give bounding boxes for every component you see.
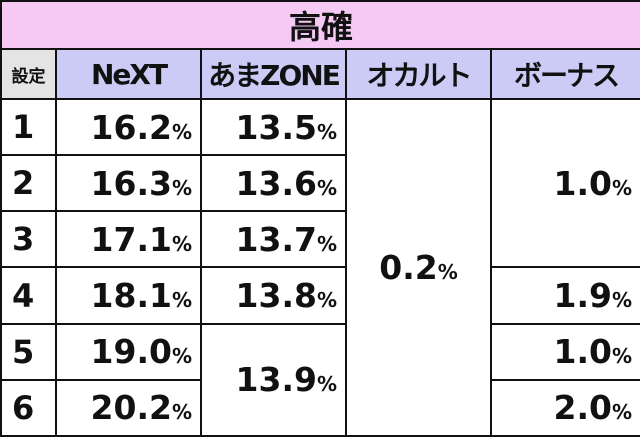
setting: 2 — [0, 154, 57, 213]
cell: 18.1% — [55, 266, 202, 325]
unit: % — [171, 344, 192, 369]
table-title: 高確 — [0, 0, 640, 50]
unit: % — [316, 288, 337, 313]
setting: 3 — [0, 210, 57, 269]
unit: % — [316, 372, 337, 397]
value: 13.5 — [235, 107, 317, 147]
cell: 13.5% — [200, 97, 347, 157]
header-cell: オカルト — [345, 48, 492, 100]
unit: % — [611, 288, 632, 313]
unit: % — [437, 260, 458, 284]
cell: 13.9% — [200, 322, 347, 437]
unit: % — [611, 344, 632, 369]
unit: % — [171, 175, 192, 200]
value: 0.2 — [379, 248, 438, 287]
cell: 16.2% — [55, 97, 202, 157]
value: 16.3 — [90, 163, 172, 203]
unit: % — [171, 288, 192, 313]
value: 13.9 — [235, 360, 317, 400]
unit: % — [171, 119, 192, 144]
unit: % — [611, 175, 632, 200]
cell: 17.1% — [55, 210, 202, 269]
cell: 20.2% — [55, 378, 202, 437]
unit: % — [171, 231, 192, 256]
header-cell: あまZONE — [200, 48, 347, 100]
unit: % — [611, 400, 632, 425]
value: 16.2 — [90, 107, 172, 147]
unit: % — [316, 175, 337, 200]
setting: 4 — [0, 266, 57, 325]
cell: 1.9% — [490, 266, 640, 325]
cell: 13.6% — [200, 154, 347, 213]
value: 2.0 — [553, 388, 612, 428]
value: 1.9 — [553, 276, 612, 316]
cell: 13.8% — [200, 266, 347, 325]
cell: 16.3% — [55, 154, 202, 213]
value: 13.6 — [235, 163, 317, 203]
value: 17.1 — [90, 219, 172, 259]
setting: 1 — [0, 97, 57, 157]
header-cell: ボーナス — [490, 48, 640, 100]
unit: % — [316, 231, 337, 256]
header-cell: NeXT — [55, 48, 202, 100]
setting: 6 — [0, 378, 57, 437]
unit: % — [171, 400, 192, 425]
value: 13.8 — [235, 276, 317, 316]
setting: 5 — [0, 322, 57, 381]
value: 1.0 — [553, 163, 612, 203]
cell: 1.0% — [490, 322, 640, 381]
cell: 19.0% — [55, 322, 202, 381]
value: 18.1 — [90, 276, 172, 316]
value: 20.2 — [90, 388, 172, 428]
header-cell: 設定 — [0, 48, 57, 100]
value: 13.7 — [235, 219, 317, 259]
unit: % — [316, 119, 337, 144]
cell: 13.7% — [200, 210, 347, 269]
cell: 2.0% — [490, 378, 640, 437]
value: 19.0 — [90, 332, 172, 372]
value: 1.0 — [553, 332, 612, 372]
cell: 0.2% — [345, 98, 492, 437]
cell: 1.0% — [490, 97, 640, 269]
